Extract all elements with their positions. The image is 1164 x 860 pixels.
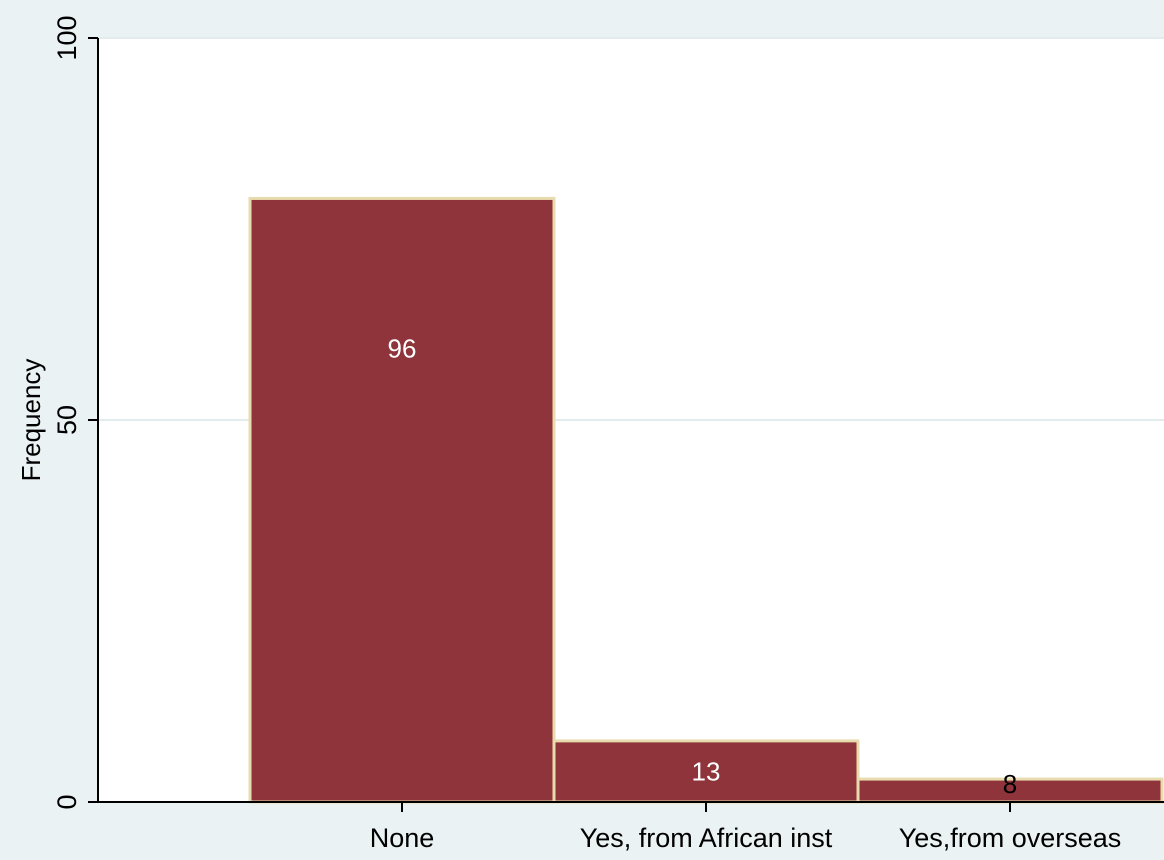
y-axis-title: Frequency — [16, 359, 46, 482]
bar — [248, 196, 556, 804]
data-label: 8 — [1003, 769, 1017, 799]
data-label: 96 — [388, 333, 417, 363]
y-tick-label: 0 — [52, 794, 82, 809]
x-tick-label: Yes, from African inst — [580, 823, 833, 853]
y-tick-label: 50 — [52, 405, 82, 435]
axes: 0 50 100 None Yes, from African inst Yes,from… — [52, 15, 1164, 853]
bars — [248, 196, 1164, 804]
x-tick-label: None — [370, 823, 435, 853]
data-label: 13 — [692, 756, 721, 786]
y-tick-label: 100 — [52, 15, 82, 60]
x-tick-label: Yes,from overseas — [899, 823, 1122, 853]
data-labels: 96 13 8 — [388, 333, 1018, 799]
